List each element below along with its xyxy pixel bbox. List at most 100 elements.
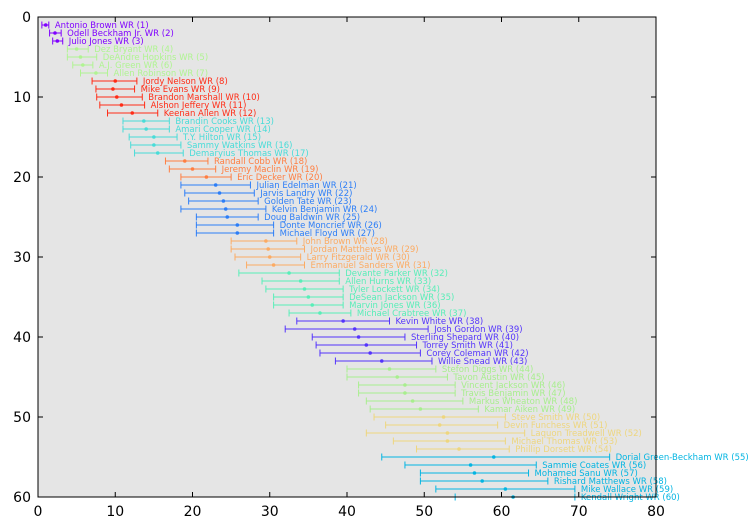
x-tick-label: 20 [184, 504, 202, 520]
player-label: Devin Funchess WR (51) [504, 421, 608, 431]
player-errorbar [381, 453, 611, 461]
player-label: Tavon Austin WR (45) [452, 373, 544, 383]
player-errorbar [66, 53, 98, 61]
player-errorbar [284, 325, 429, 333]
mean-point [267, 255, 272, 259]
x-tick-label: 40 [338, 504, 356, 520]
mean-point [352, 327, 357, 331]
player-errorbar [122, 117, 170, 125]
mean-point [94, 71, 98, 75]
player-label: Allen Hurns WR (33) [345, 277, 431, 287]
mean-point [298, 279, 303, 283]
player-label: Mike Evans WR (9) [141, 85, 220, 95]
player-errorbar [238, 269, 340, 277]
y-tick-label: 20 [13, 170, 31, 186]
mean-point [441, 415, 446, 419]
player-label: Jeremy Maclin WR (19) [221, 165, 319, 175]
x-tick-label: 60 [493, 504, 511, 520]
player-label: Brandon Marshall WR (10) [148, 93, 260, 103]
player-errorbar [296, 317, 390, 325]
player-errorbar [180, 181, 251, 189]
player-errorbar [91, 77, 138, 85]
player-errorbar [184, 189, 255, 197]
player-label: Steve Smith WR (50) [511, 413, 600, 423]
mean-point [403, 391, 407, 395]
player-label: John Brown WR (28) [302, 237, 388, 247]
mean-point [310, 303, 315, 307]
mean-point [55, 39, 60, 43]
mean-point [182, 159, 187, 163]
player-label: Kelvin Benjamin WR (24) [272, 205, 377, 215]
mean-point [410, 399, 415, 403]
player-label: Doug Baldwin WR (25) [264, 213, 360, 223]
mean-point [144, 127, 148, 131]
mean-point [213, 183, 218, 187]
mean-point [113, 79, 118, 83]
player-label: Allen Robinson WR (7) [114, 69, 208, 79]
player-label: Laquon Treadwell WR (52) [531, 429, 642, 439]
player-label: Amari Cooper WR (14) [175, 125, 270, 135]
player-errorbar [369, 405, 479, 413]
player-label: Torrey Smith WR (41) [422, 341, 513, 351]
player-label: Jordan Matthews WR (29) [310, 245, 419, 255]
player-label: Mohamed Sanu WR (57) [535, 469, 638, 479]
player-errorbar [49, 29, 62, 37]
player-label: Golden Tate WR (23) [264, 197, 352, 207]
mean-point [491, 455, 496, 459]
mean-point [235, 231, 240, 235]
player-errorbar [134, 149, 184, 157]
player-errorbar [311, 333, 406, 341]
mean-point [152, 143, 156, 147]
player-label: Dez Bryant WR (4) [94, 45, 173, 55]
mean-point [445, 431, 450, 435]
player-errorbar [392, 437, 506, 445]
mean-point [235, 223, 240, 227]
player-label: Rishard Matthews WR (58) [554, 477, 667, 487]
y-tick-label: 30 [13, 250, 31, 266]
player-label: Devante Parker WR (32) [345, 269, 448, 279]
mean-point [155, 151, 160, 155]
mean-point [119, 103, 124, 107]
player-label: Dorial Green-Beckham WR (55) [616, 453, 749, 463]
player-errorbar [41, 21, 50, 29]
player-errorbar [180, 173, 232, 181]
player-errorbar [334, 357, 433, 365]
y-tick-label: 50 [13, 410, 31, 426]
mean-point [472, 471, 477, 475]
mean-point [468, 463, 473, 467]
player-label: Keenan Allen WR (12) [164, 109, 257, 119]
mean-point [225, 215, 230, 219]
player-errorbar [404, 461, 537, 469]
mean-point [457, 447, 461, 451]
player-errorbar [195, 213, 259, 221]
player-errorbar [180, 205, 267, 213]
mean-point [480, 479, 484, 483]
player-label: Jordy Nelson WR (8) [142, 77, 228, 87]
player-label: Stefon Diggs WR (44) [442, 365, 534, 375]
player-errorbar [52, 37, 64, 45]
player-label: Michael Thomas WR (53) [511, 437, 617, 447]
mean-point [368, 351, 372, 355]
player-label: Eric Decker WR (20) [237, 173, 323, 183]
player-errorbar [122, 125, 170, 133]
player-label: DeAndre Hopkins WR (5) [103, 53, 208, 63]
player-errorbar [365, 397, 464, 405]
player-label: Michael Floyd WR (27) [280, 229, 375, 239]
player-errorbar [315, 341, 418, 349]
player-errorbar [230, 237, 298, 245]
mean-point [395, 375, 400, 379]
player-label: Julian Edelman WR (21) [255, 181, 356, 191]
y-tick-label: 40 [13, 330, 31, 346]
player-errorbar [358, 381, 456, 389]
mean-point [221, 199, 226, 203]
player-errorbar [419, 469, 530, 477]
player-label: Jarvis Landry WR (22) [259, 189, 352, 199]
player-errorbar [416, 445, 510, 453]
player-label: Michael Crabtree WR (37) [357, 309, 467, 319]
player-errorbar [273, 301, 344, 309]
player-errorbar [234, 253, 302, 261]
player-label: A.J. Green WR (6) [99, 61, 173, 71]
player-label: Brandin Cooks WR (13) [175, 117, 274, 127]
player-label: Antonio Brown WR (1) [55, 21, 149, 31]
